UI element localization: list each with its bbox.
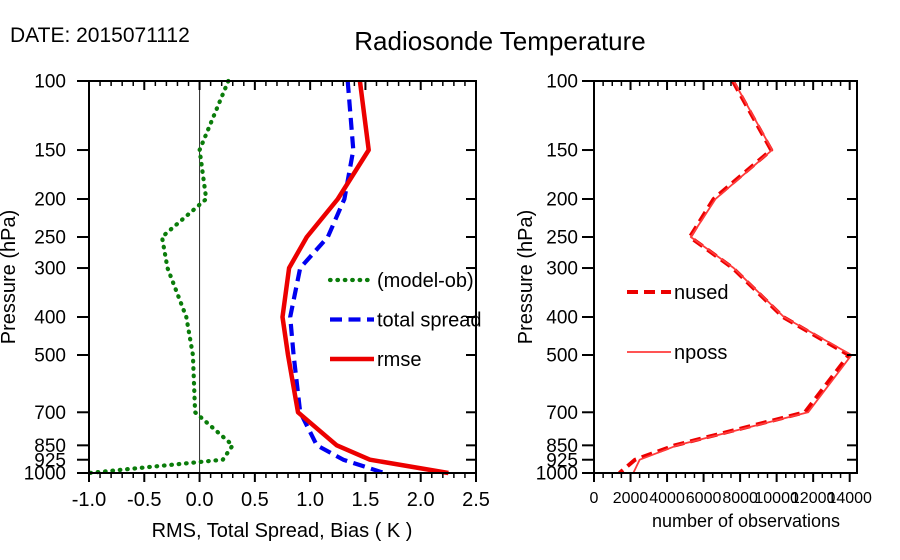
series-line-nused	[618, 80, 851, 475]
x-tick-label: 2.5	[462, 489, 490, 511]
x-axis-title: RMS, Total Spread, Bias ( K )	[152, 520, 413, 542]
x-tick-label: 1.5	[352, 489, 380, 511]
y-tick-label: 250	[546, 228, 578, 249]
y-tick-label: 925	[34, 450, 66, 471]
y-tick-label: 150	[34, 141, 66, 162]
x-tick-label: -0.5	[127, 489, 161, 511]
y-tick-label: 500	[546, 346, 578, 367]
y-tick-label: 700	[546, 403, 578, 424]
x-tick-label: 2.0	[407, 489, 435, 511]
figure-title: Radiosonde Temperature	[354, 26, 646, 56]
y-tick-label: 150	[546, 141, 578, 162]
y-axis-title: Pressure (hPa)	[0, 210, 20, 345]
y-tick-label: 300	[34, 259, 66, 280]
y-tick-label: 500	[34, 346, 66, 367]
x-tick-label: 6000	[686, 490, 722, 507]
x-tick-label: 12000	[791, 490, 836, 507]
legend-label: nused	[674, 282, 729, 304]
y-tick-label: 100	[34, 72, 66, 93]
y-tick-label: 300	[546, 259, 578, 280]
legend-label: rmse	[377, 349, 421, 371]
y-tick-label: 100	[546, 72, 578, 93]
y-tick-label: 200	[546, 190, 578, 211]
y-tick-label: 250	[34, 228, 66, 249]
plot-frame	[88, 80, 477, 474]
x-tick-label: 1.0	[296, 489, 324, 511]
y-tick-label: 1000	[536, 464, 578, 485]
x-tick-label: 0	[590, 490, 599, 507]
legend-label: (model-ob)	[377, 270, 474, 292]
y-tick-label: 400	[546, 308, 578, 329]
series-line-rmse	[280, 80, 449, 476]
y-tick-label: 1000	[24, 464, 66, 485]
x-tick-label: 2000	[613, 490, 649, 507]
x-tick-label: 14000	[827, 490, 872, 507]
x-tick-label: 10000	[754, 490, 799, 507]
series-line-total-spread	[288, 80, 385, 475]
y-tick-label: 700	[34, 403, 66, 424]
x-tick-label: 0.5	[241, 489, 269, 511]
y-tick-label: 850	[34, 436, 66, 457]
plot-frame	[593, 80, 858, 474]
x-tick-label: 8000	[722, 490, 758, 507]
y-tick-label: 400	[34, 308, 66, 329]
x-axis-title: number of observations	[652, 511, 840, 531]
y-tick-label: 925	[546, 450, 578, 471]
date-label: DATE: 2015071112	[10, 24, 190, 47]
x-tick-label: -1.0	[72, 489, 106, 511]
legend-label: total spread	[377, 310, 482, 332]
x-tick-label: 4000	[649, 490, 685, 507]
rms-spread-bias-plot: -1.0 -0.5 0.0 0.5 1.0 1.5 2.0 2.5 100 150 200 250 30…	[0, 72, 490, 542]
series-line-nposs	[632, 80, 853, 474]
y-axis-title: Pressure (hPa)	[515, 210, 537, 345]
legend-label: nposs	[674, 342, 727, 364]
y-tick-label: 850	[546, 436, 578, 457]
y-tick-label: 200	[34, 190, 66, 211]
series-line-model-ob	[86, 78, 235, 476]
x-tick-label: 0.0	[186, 489, 214, 511]
